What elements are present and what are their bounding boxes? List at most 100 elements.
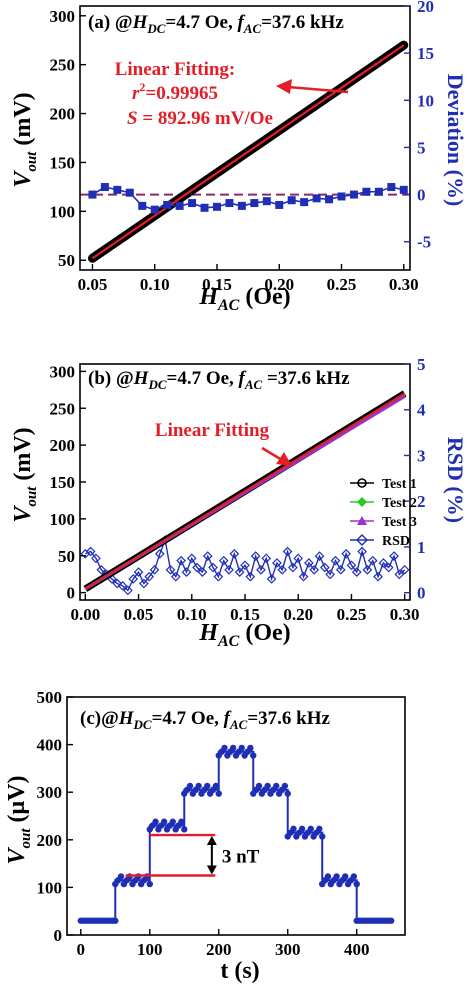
deviation-point — [237, 201, 246, 210]
rsd-point — [362, 564, 373, 575]
rsd-point — [139, 578, 149, 589]
b-y-tick-label: 250 — [50, 399, 76, 418]
rsd-point — [154, 548, 165, 559]
a-y2-tick-label: -5 — [417, 233, 431, 252]
vout-point — [264, 782, 271, 790]
vout-point — [212, 782, 220, 790]
annotation-arrow-shaft — [287, 85, 349, 94]
deviation-point — [163, 200, 172, 209]
deviation-point — [275, 200, 284, 209]
annotation-arrow-head-b — [276, 452, 292, 466]
vout-point — [181, 826, 188, 833]
c-x-tick-label: 400 — [344, 940, 370, 959]
b-x-tick-label: 0.30 — [390, 605, 420, 624]
c-x-tick-label: 300 — [275, 940, 301, 959]
deviation-point — [262, 197, 271, 206]
deviation-point — [212, 202, 221, 211]
rsd-point — [282, 546, 293, 557]
rsd-point — [128, 574, 139, 584]
vout-point — [353, 880, 360, 888]
c-y-tick-label: 0 — [54, 926, 63, 945]
panel-b-title: (b) @HDC=4.7 Oe, fAC =37.6 kHz — [88, 368, 350, 392]
rsd-point — [346, 560, 357, 571]
rsd-point — [288, 562, 298, 573]
legend-marker — [356, 534, 368, 546]
a-x-tick-label: 0.25 — [327, 275, 357, 294]
panel-c-y-title: Vout (μV) — [4, 776, 34, 865]
b-y-tick-label: 150 — [50, 473, 76, 492]
a-y2-tick-label: 20 — [417, 0, 434, 16]
deviation-point — [349, 190, 358, 199]
rsd-point — [261, 553, 272, 564]
c-x-tick-label: 200 — [206, 940, 232, 959]
rsd-point — [256, 564, 266, 575]
rsd-point — [197, 567, 208, 577]
panel-b-y2-title: RSD (%) — [443, 437, 468, 523]
rsd-point — [218, 555, 229, 566]
legend-label: Test 1 — [382, 477, 417, 492]
vout-point — [350, 873, 358, 880]
panel-a-frame — [79, 5, 411, 271]
b-y-tick-label: 0 — [67, 584, 76, 603]
c-y-tick-label: 100 — [37, 878, 63, 897]
vout-point — [160, 818, 168, 825]
vout-point — [307, 825, 314, 833]
deviation-point — [113, 185, 122, 194]
rsd-point — [234, 567, 245, 577]
linear-fitting-line-b — [84, 392, 406, 590]
rsd-point — [123, 585, 133, 596]
rsd-point — [170, 571, 181, 582]
panel-a-y-title: Vout (mV) — [10, 92, 40, 187]
c-y-tick-label: 300 — [37, 783, 63, 802]
a-y2-tick-label: 15 — [417, 44, 434, 63]
deviation-point — [150, 205, 159, 214]
a-y2-tick-label: 5 — [417, 138, 426, 157]
rsd-point — [277, 564, 288, 575]
b-x-tick-label: 0.00 — [70, 605, 100, 624]
c-x-tick-label: 100 — [137, 940, 163, 959]
vout-point — [152, 818, 159, 825]
rsd-point — [298, 571, 309, 582]
delta-arrow-head-bottom — [206, 865, 217, 875]
vout-step-line — [80, 750, 392, 922]
vout-point — [112, 917, 119, 924]
a-x-tick-label: 0.30 — [389, 275, 419, 294]
panel-c-frame — [66, 696, 406, 936]
panel-c-title: (c)@HDC=4.7 Oe, fAC=37.6 kHz — [80, 708, 331, 732]
rsd-point — [383, 562, 394, 573]
rsd-point — [133, 567, 144, 577]
rsd-point — [91, 553, 101, 564]
rsd-point — [304, 558, 314, 568]
legend-label: RSD — [382, 534, 410, 549]
b-y2-tick-label: 5 — [417, 355, 426, 374]
deviation-point — [362, 187, 371, 196]
vout-point — [221, 744, 228, 752]
rsd-point — [176, 555, 186, 566]
vout-point — [298, 825, 306, 833]
panel-c: 3 nT 0 100 200 300 400 500 0 100 200 300 400 (c)@HDC… — [4, 688, 406, 984]
c-x-tick-label: 0 — [77, 940, 86, 959]
rsd-point — [112, 578, 123, 589]
vout-point — [388, 917, 395, 924]
rsd-point — [357, 546, 367, 557]
rsd-point — [181, 567, 192, 577]
a-x-tick-label: 0.05 — [78, 275, 108, 294]
deviation-point — [399, 185, 408, 194]
a-x-tick-label: 0.15 — [202, 275, 232, 294]
deviation-point — [374, 187, 383, 196]
vout-point — [204, 782, 211, 790]
panel-a-title: (a) @HDC=4.7 Oe, fAC=37.6 kHz — [88, 12, 344, 36]
rsd-point — [389, 551, 399, 561]
deviation-point — [300, 198, 309, 207]
r-squared-label: r2=0.99965 — [132, 80, 218, 104]
vout-point — [117, 873, 125, 880]
deviation-point — [337, 192, 346, 201]
a-y-tick-label: 50 — [58, 251, 75, 270]
linear-fitting-label: Linear Fitting: — [115, 59, 236, 80]
b-y2-tick-label: 3 — [417, 446, 426, 465]
panel-b-y-title: Vout (mV) — [10, 427, 40, 522]
a-y-tick-label: 100 — [50, 202, 76, 221]
deviation-point — [138, 201, 147, 210]
